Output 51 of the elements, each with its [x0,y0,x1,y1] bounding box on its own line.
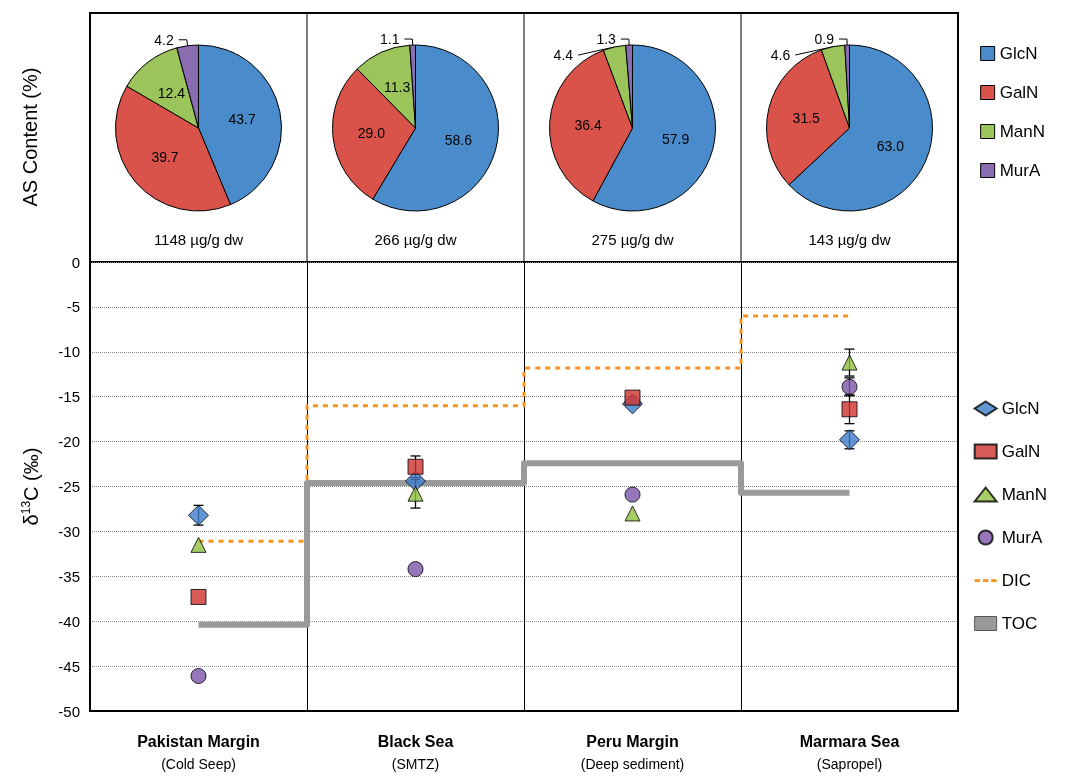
legend-label: GlcN [999,44,1038,63]
y-tick-label: -45 [58,657,80,675]
y-tick-label: -50 [58,702,80,720]
text: 266 µg/g dw [374,231,457,248]
text: (Cold Seep) [161,756,236,772]
y-axis-title: δ13C (‰) [19,447,42,526]
data-label: 43.7 [228,111,256,128]
data-label: 4.4 [553,47,574,64]
legend-label: ManN [999,122,1046,141]
data-label: 58.6 [444,131,473,148]
data-label: 0.9 [814,31,835,48]
data-label: 29.0 [357,125,386,142]
text: (Sapropel) [816,756,883,772]
y-tick-label: -15 [58,388,80,406]
data-label: 4.2 [154,31,174,48]
data-label: 1.1 [379,31,400,48]
data-label: 12.4 [157,84,186,101]
text: AS Content (%) [19,67,41,207]
y-tick-label: 0 [71,253,80,271]
legend-label: GalN [999,83,1039,102]
legend-label: GalN [1001,442,1041,461]
data-label: 1.3 [596,31,617,48]
text: 143 µg/g dw [808,231,891,248]
y-tick-label: -30 [58,522,80,540]
data-label: 31.5 [792,109,821,126]
x-tick-label: Marmara Sea [799,732,900,750]
data-label: 57.9 [662,130,690,147]
legend-label: DIC [1001,571,1031,590]
data-label: 39.7 [151,149,179,166]
y-tick-label: -10 [58,343,80,361]
x-tick-label: Pakistan Margin [137,732,260,750]
y-tick-label: -40 [58,612,80,630]
y-tick-label: -5 [66,298,80,316]
data-label: 36.4 [574,116,602,133]
data-label: 4.6 [770,47,791,64]
legend-label: MurA [1001,528,1043,547]
data-label: 11.3 [384,79,411,96]
text: (SMTZ) [391,756,440,772]
legend-label: MurA [999,161,1041,180]
text: 275 µg/g dw [591,231,674,248]
x-tick-label: Peru Margin [586,732,679,750]
text: 1148 µg/g dw [153,231,244,248]
legend-label: TOC [1001,614,1038,633]
data-label: 63.0 [876,137,905,154]
x-tick-label: Black Sea [377,732,454,750]
y-tick-label: -35 [58,567,80,585]
legend-label: GlcN [1001,399,1040,418]
legend-label: ManN [1001,485,1048,504]
y-tick-label: -25 [58,478,80,495]
y-tick-label: -20 [58,433,80,451]
text: (Deep sediment) [580,756,685,772]
